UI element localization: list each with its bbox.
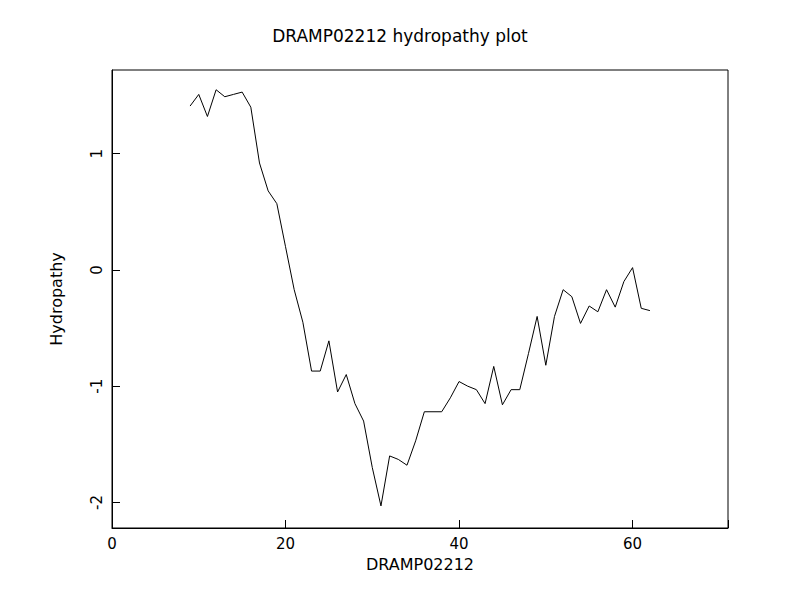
svg-text:0: 0: [107, 535, 117, 553]
svg-text:DRAMP02212: DRAMP02212: [366, 555, 474, 574]
svg-text:1: 1: [88, 149, 106, 159]
svg-text:0: 0: [88, 265, 106, 275]
svg-text:60: 60: [623, 535, 642, 553]
svg-text:20: 20: [276, 535, 295, 553]
svg-text:-2: -2: [88, 495, 106, 510]
svg-text:40: 40: [449, 535, 468, 553]
svg-text:-1: -1: [88, 379, 106, 394]
svg-text:DRAMP02212 hydropathy plot: DRAMP02212 hydropathy plot: [272, 26, 528, 46]
svg-text:Hydropathy: Hydropathy: [47, 252, 66, 346]
